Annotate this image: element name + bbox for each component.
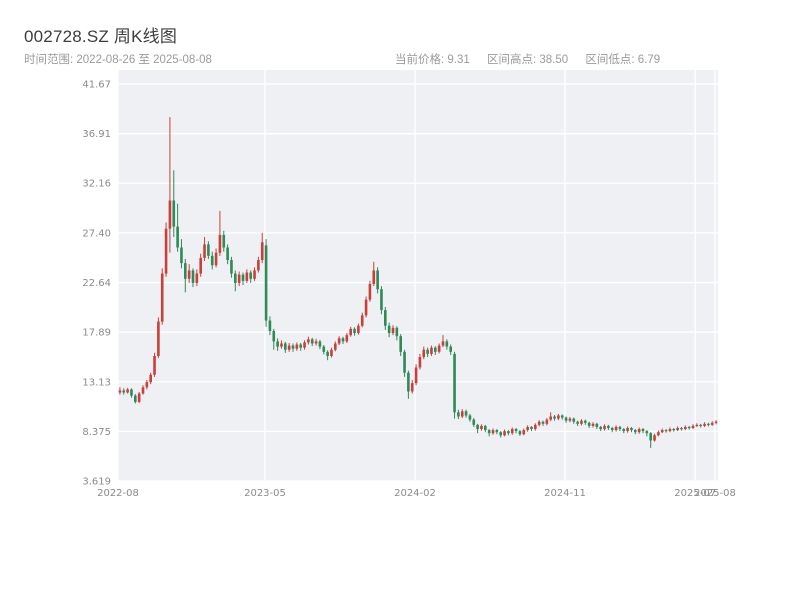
svg-text:36.91: 36.91 [82,129,111,140]
range-high-label: 区间高点: 38.50 [486,54,569,66]
svg-text:2024-02: 2024-02 [394,488,436,499]
svg-text:2024-11: 2024-11 [544,488,586,499]
svg-text:2023-05: 2023-05 [244,488,286,499]
svg-text:3.619: 3.619 [82,477,111,488]
svg-text:32.16: 32.16 [82,179,111,190]
svg-text:2025-07: 2025-07 [674,488,716,499]
svg-text:8.375: 8.375 [82,427,111,438]
svg-text:22.64: 22.64 [82,278,111,289]
subtitle-row: 时间范围: 2022-08-26 至 2025-08-08 当前价格: 9.31… [24,51,784,67]
svg-text:41.67: 41.67 [82,80,111,91]
page-title: 002728.SZ 周K线图 [24,27,178,46]
svg-text:2025-08: 2025-08 [694,488,736,499]
range-low-label: 区间低点: 6.79 [585,54,661,66]
svg-text:17.89: 17.89 [82,328,111,339]
price-stats: 当前价格: 9.31 区间高点: 38.50 区间低点: 6.79 [395,51,674,67]
svg-text:27.40: 27.40 [82,228,111,239]
svg-text:2022-08: 2022-08 [97,488,139,499]
svg-text:13.13: 13.13 [82,377,111,388]
current-price-label: 当前价格: 9.31 [395,54,470,66]
date-range-label: 时间范围: 2022-08-26 至 2025-08-08 [24,54,212,66]
